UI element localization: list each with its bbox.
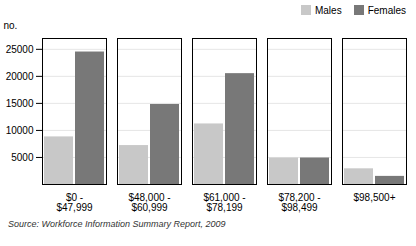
- html-text:Males: Males: [315, 4, 342, 16]
- svg-text:25000: 25000: [6, 44, 34, 55]
- svg-text:no.: no.: [4, 20, 18, 31]
- svg-text:$0 -$47,999: $0 -$47,999: [56, 192, 93, 213]
- svg-text:20000: 20000: [6, 71, 34, 82]
- svg-text:$48,000 -$60,999: $48,000 -$60,999: [128, 192, 170, 213]
- svg-text:$61,000 -$78,199: $61,000 -$78,199: [203, 192, 245, 213]
- html-text:Source: Workforce Information: Source: Workforce Information Summary Re…: [8, 219, 226, 229]
- svg-text:5000: 5000: [11, 152, 34, 163]
- svg-text:15000: 15000: [6, 98, 34, 109]
- svg-text:10000: 10000: [6, 125, 34, 136]
- html-text:Females: Females: [367, 4, 406, 16]
- svg-text:$78,200 -$98,499: $78,200 -$98,499: [278, 192, 320, 213]
- svg-text:$98,500+: $98,500+: [354, 192, 396, 203]
